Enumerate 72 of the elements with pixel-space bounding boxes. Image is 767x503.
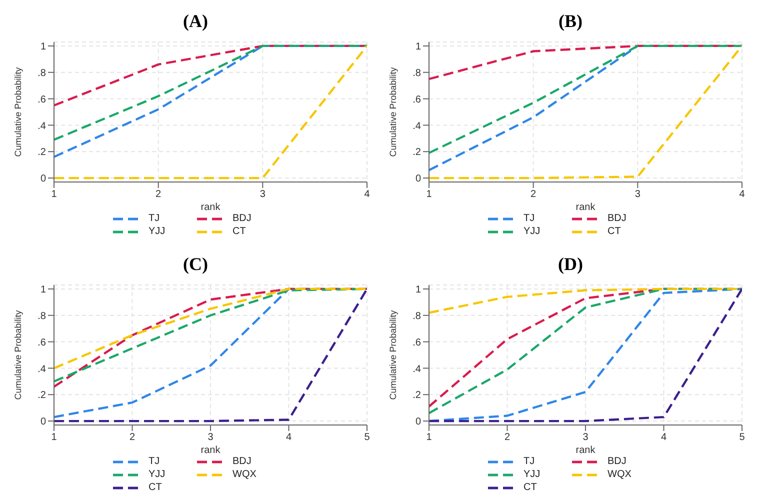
legend-label: BDJ	[608, 213, 626, 224]
x-tick-label: 2	[530, 189, 537, 200]
x-tick-label: 4	[364, 189, 370, 200]
y-tick-label: 1	[40, 284, 46, 296]
legend-label: TJ	[148, 213, 160, 224]
legend-label: CT	[148, 482, 162, 493]
y-axis-title: Cumulative Probability	[388, 310, 398, 400]
x-tick-label: 1	[426, 189, 432, 200]
x-axis-title: rank	[576, 445, 596, 456]
legend-label: BDJ	[232, 213, 252, 224]
x-axis-title: rank	[576, 202, 596, 213]
legend-label: TJ	[524, 213, 535, 224]
x-tick-label: 4	[739, 189, 746, 200]
x-tick-label: 4	[286, 432, 292, 444]
x-tick-label: 5	[364, 432, 370, 444]
y-tick-label: .4	[38, 120, 46, 132]
y-tick-label: .8	[38, 310, 46, 322]
y-tick-label: 1	[415, 284, 422, 296]
legend-label: YJJ	[524, 226, 540, 237]
y-tick-label: .4	[412, 120, 422, 132]
y-axis-title: Cumulative Probability	[13, 66, 24, 157]
y-tick-label: .8	[412, 310, 422, 322]
x-tick-label: 5	[739, 432, 746, 444]
y-tick-label: .2	[412, 147, 422, 158]
x-tick-label: 3	[634, 189, 641, 200]
legend-label: CT	[524, 482, 537, 493]
y-tick-label: .8	[38, 68, 46, 79]
y-tick-label: .2	[38, 147, 46, 158]
x-tick-label: 1	[51, 432, 58, 444]
y-tick-label: .6	[38, 337, 46, 348]
x-axis-title: rank	[200, 202, 222, 213]
legend-label: BDJ	[608, 456, 626, 467]
legend-label: CT	[232, 226, 246, 237]
legend-label: CT	[608, 226, 621, 237]
y-tick-label: 0	[40, 174, 46, 185]
x-axis-title: rank	[200, 445, 222, 456]
x-tick-label: 3	[260, 189, 266, 200]
y-tick-label: 1	[40, 42, 46, 53]
y-axis-title: Cumulative Probability	[13, 310, 24, 400]
legend-label: YJJ	[148, 226, 166, 237]
legend-label: BDJ	[232, 456, 252, 467]
x-tick-label: 2	[156, 189, 162, 200]
y-axis-title: Cumulative Probability	[388, 66, 398, 157]
y-tick-label: .4	[38, 364, 46, 375]
y-tick-label: .2	[38, 390, 46, 402]
chart-title: (D)	[558, 253, 583, 276]
y-tick-label: .8	[412, 68, 422, 79]
y-tick-label: .6	[412, 94, 422, 106]
x-tick-label: 2	[504, 432, 510, 444]
y-tick-label: .4	[412, 364, 422, 375]
chart-title: (C)	[183, 253, 208, 276]
x-tick-label: 2	[129, 432, 136, 444]
y-tick-label: .6	[38, 94, 46, 106]
legend-label: YJJ	[148, 469, 166, 480]
y-tick-label: 0	[40, 416, 46, 428]
y-tick-label: 0	[415, 416, 422, 428]
legend-label: WQX	[608, 469, 632, 480]
x-tick-label: 3	[208, 432, 214, 444]
x-tick-label: 3	[582, 432, 589, 444]
legend-label: WQX	[232, 469, 256, 480]
legend-label: TJ	[148, 456, 160, 467]
x-tick-label: 4	[660, 432, 667, 444]
x-tick-label: 1	[426, 432, 432, 444]
chart-title: (B)	[558, 10, 582, 33]
y-tick-label: .2	[412, 390, 422, 402]
y-tick-label: .6	[412, 337, 422, 348]
x-tick-label: 1	[51, 189, 58, 200]
legend-label: YJJ	[524, 469, 540, 480]
legend-label: TJ	[524, 456, 535, 467]
chart-title: (A)	[183, 10, 208, 33]
y-tick-label: 1	[415, 42, 422, 53]
y-tick-label: 0	[415, 174, 422, 185]
